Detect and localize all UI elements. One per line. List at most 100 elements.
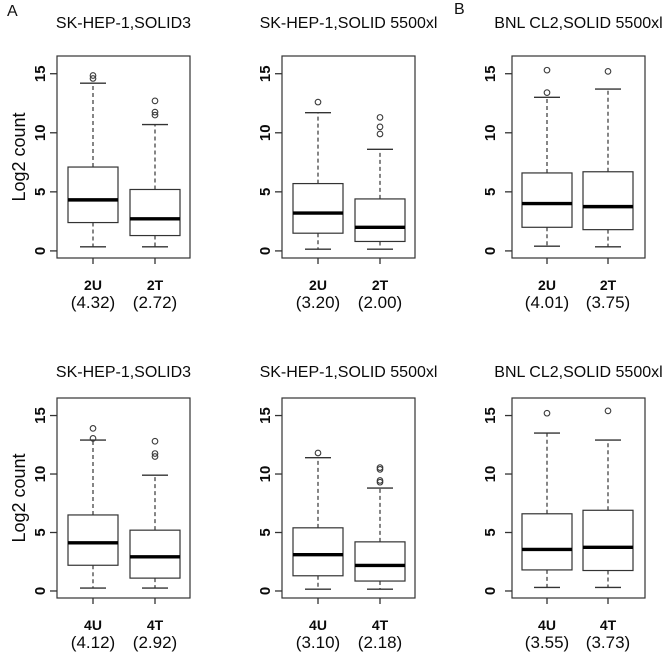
x-group-label: 2T <box>372 277 389 293</box>
y-tick-label: 0 <box>257 247 274 255</box>
y-tick-label: 0 <box>32 587 49 595</box>
iqr-box <box>521 513 573 571</box>
plot-border <box>281 397 416 599</box>
outlier-point <box>151 437 159 445</box>
y-tick-label: 15 <box>32 407 49 424</box>
boxplot-sk-hep-1-solid-5500xl-2u-2t: SK-HEP-1,SOLID 5500xl 0 5 10 15 2U(3.20) 2T(2.… <box>257 15 438 312</box>
y-tick-label: 5 <box>482 188 499 196</box>
y-tick-label: 5 <box>32 528 49 536</box>
outlier-point <box>376 123 384 131</box>
plot-border <box>56 397 191 599</box>
iqr-box <box>582 171 634 231</box>
panel-label-b: B <box>454 1 466 18</box>
x-group-label: 2U <box>309 277 327 293</box>
outlier-point <box>604 407 612 415</box>
outlier-point <box>314 98 322 106</box>
iqr-box <box>354 198 406 243</box>
outlier-point <box>376 464 384 471</box>
outlier-point <box>314 449 322 457</box>
y-tick-label: 5 <box>257 188 274 196</box>
y-tick-label: 0 <box>32 247 49 255</box>
y-tick-label: 15 <box>482 407 499 424</box>
iqr-box <box>129 529 181 579</box>
x-group-label: 2T <box>600 277 617 293</box>
y-tick-label: 10 <box>257 124 274 141</box>
x-group-label: 2U <box>538 277 556 293</box>
plot-border <box>56 55 191 259</box>
outlier-point <box>376 114 384 121</box>
plot-border <box>281 55 416 259</box>
panel-label-a: A <box>7 3 19 20</box>
outlier-point <box>89 75 97 82</box>
y-tick-label: 10 <box>482 124 499 141</box>
y-tick-label: 0 <box>257 587 274 595</box>
x-median-value-label: (3.75) <box>586 293 630 312</box>
outlier-point <box>604 68 612 75</box>
iqr-box <box>129 188 181 237</box>
iqr-box <box>354 541 406 582</box>
plot-title: BNL CL2,SOLID 5500xl <box>494 15 662 32</box>
boxplot-bnl-cl2-solid-5500xl-2u-2t: BNL CL2,SOLID 5500xl 0 5 10 15 2U(4.01) 2T(3.7… <box>482 15 663 312</box>
outlier-point <box>543 66 551 74</box>
x-median-value-label: (4.32) <box>71 293 115 312</box>
plot-title: SK-HEP-1,SOLID 5500xl <box>260 364 438 381</box>
x-group-label: 4T <box>147 617 164 633</box>
x-median-value-label: (3.73) <box>586 633 630 652</box>
outlier-point <box>89 435 97 442</box>
outlier-point <box>151 97 159 105</box>
boxplot-sk-hep-1-solid3-2u-2t: SK-HEP-1,SOLID3 Log2 count 0 5 10 15 2U(4.32) 2… <box>9 15 191 312</box>
outlier-point <box>543 409 551 417</box>
x-group-label: 4U <box>309 617 327 633</box>
plot-title: SK-HEP-1,SOLID 5500xl <box>260 15 438 32</box>
x-group-label: 4T <box>600 617 617 633</box>
x-median-value-label: (4.12) <box>71 633 115 652</box>
iqr-box <box>292 182 344 234</box>
x-median-value-label: (2.18) <box>358 633 402 652</box>
x-median-value-label: (4.01) <box>525 293 569 312</box>
y-tick-label: 10 <box>257 466 274 483</box>
y-tick-label: 10 <box>32 124 49 141</box>
y-tick-label: 5 <box>257 528 274 536</box>
y-tick-label: 5 <box>482 528 499 536</box>
y-tick-label: 0 <box>482 587 499 595</box>
outlier-point <box>89 425 97 432</box>
x-median-value-label: (3.20) <box>296 293 340 312</box>
iqr-box <box>582 509 634 572</box>
outlier-point <box>89 72 97 79</box>
outlier-point <box>376 130 384 138</box>
plot-title: SK-HEP-1,SOLID3 <box>56 15 191 32</box>
x-group-label: 2T <box>147 277 164 293</box>
x-median-value-label: (2.72) <box>133 293 177 312</box>
y-tick-label: 15 <box>257 65 274 82</box>
outlier-point <box>543 89 551 96</box>
x-group-label: 4U <box>84 617 102 633</box>
y-tick-label: 15 <box>482 65 499 82</box>
iqr-box <box>292 527 344 577</box>
y-tick-label: 15 <box>257 407 274 424</box>
x-median-value-label: (3.55) <box>525 633 569 652</box>
outlier-point <box>151 453 159 460</box>
y-tick-label: 0 <box>482 247 499 255</box>
x-group-label: 2U <box>84 277 102 293</box>
x-median-value-label: (2.00) <box>358 293 402 312</box>
plot-title: BNL CL2,SOLID 5500xl <box>494 364 662 381</box>
x-group-label: 4U <box>538 617 556 633</box>
y-tick-label: 5 <box>32 188 49 196</box>
plot-title: SK-HEP-1,SOLID3 <box>56 364 191 381</box>
x-group-label: 4T <box>372 617 389 633</box>
outlier-point <box>151 108 159 116</box>
iqr-box <box>67 514 119 566</box>
iqr-box <box>67 166 119 224</box>
y-axis-label: Log2 count <box>9 453 29 542</box>
boxplot-bnl-cl2-solid-5500xl-4u-4t: BNL CL2,SOLID 5500xl 0 5 10 15 4U(3.55) 4T(3.7… <box>482 364 663 652</box>
plot-border <box>511 55 646 259</box>
x-median-value-label: (3.10) <box>296 633 340 652</box>
iqr-box <box>521 172 573 228</box>
y-tick-label: 15 <box>32 65 49 82</box>
outlier-point <box>376 477 384 484</box>
boxplot-sk-hep-1-solid3-4u-4t: SK-HEP-1,SOLID3 Log2 count 0 5 10 15 4U(4.12) 4… <box>9 364 191 652</box>
y-tick-label: 10 <box>482 466 499 483</box>
x-median-value-label: (2.92) <box>133 633 177 652</box>
plot-border <box>511 397 646 599</box>
